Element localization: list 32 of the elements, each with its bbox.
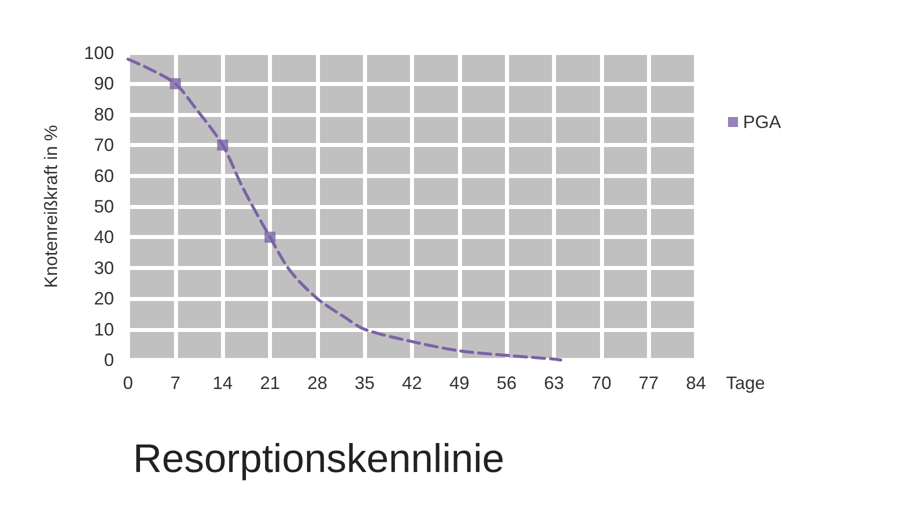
x-tick-label: 84 <box>686 373 706 393</box>
line-series <box>126 58 562 362</box>
y-tick-label: 40 <box>94 227 114 248</box>
x-tick-label: 35 <box>354 373 375 393</box>
x-tick-label: 42 <box>402 373 422 393</box>
legend-label: PGA <box>743 112 782 132</box>
point <box>170 78 181 90</box>
x-tick-label: 28 <box>307 373 328 393</box>
text: Resorptionskennlinie <box>133 437 504 481</box>
x-tick-label: 63 <box>544 373 564 393</box>
x-tick-label: 77 <box>638 373 659 393</box>
y-tick-label: 90 <box>94 74 114 94</box>
y-tick-label: 50 <box>94 196 114 216</box>
x-tick-label: 49 <box>449 373 470 393</box>
y-tick-label: 0 <box>104 350 114 370</box>
x-tick-label: 21 <box>260 373 280 393</box>
y-tick-label: 20 <box>94 288 114 309</box>
x-tick-label: 0 <box>122 373 134 393</box>
x-tick-label: 56 <box>496 373 517 393</box>
y-tick-label: 70 <box>94 135 114 156</box>
y-tick-label: 80 <box>94 104 114 124</box>
y-tick-label: 60 <box>94 166 114 186</box>
y-tick-label: 100 <box>84 43 114 63</box>
y-axis-title: Knotenreißkraft in % <box>41 124 61 288</box>
x-tick-label: 70 <box>591 373 612 393</box>
y-tick-label: 30 <box>94 258 114 278</box>
y-tick-label: 10 <box>94 319 114 340</box>
point <box>264 232 276 243</box>
point <box>217 140 228 151</box>
x-tick-label: 7 <box>170 373 180 393</box>
x-axis-title: Tage <box>726 373 766 393</box>
x-tick-label: 14 <box>212 373 233 393</box>
